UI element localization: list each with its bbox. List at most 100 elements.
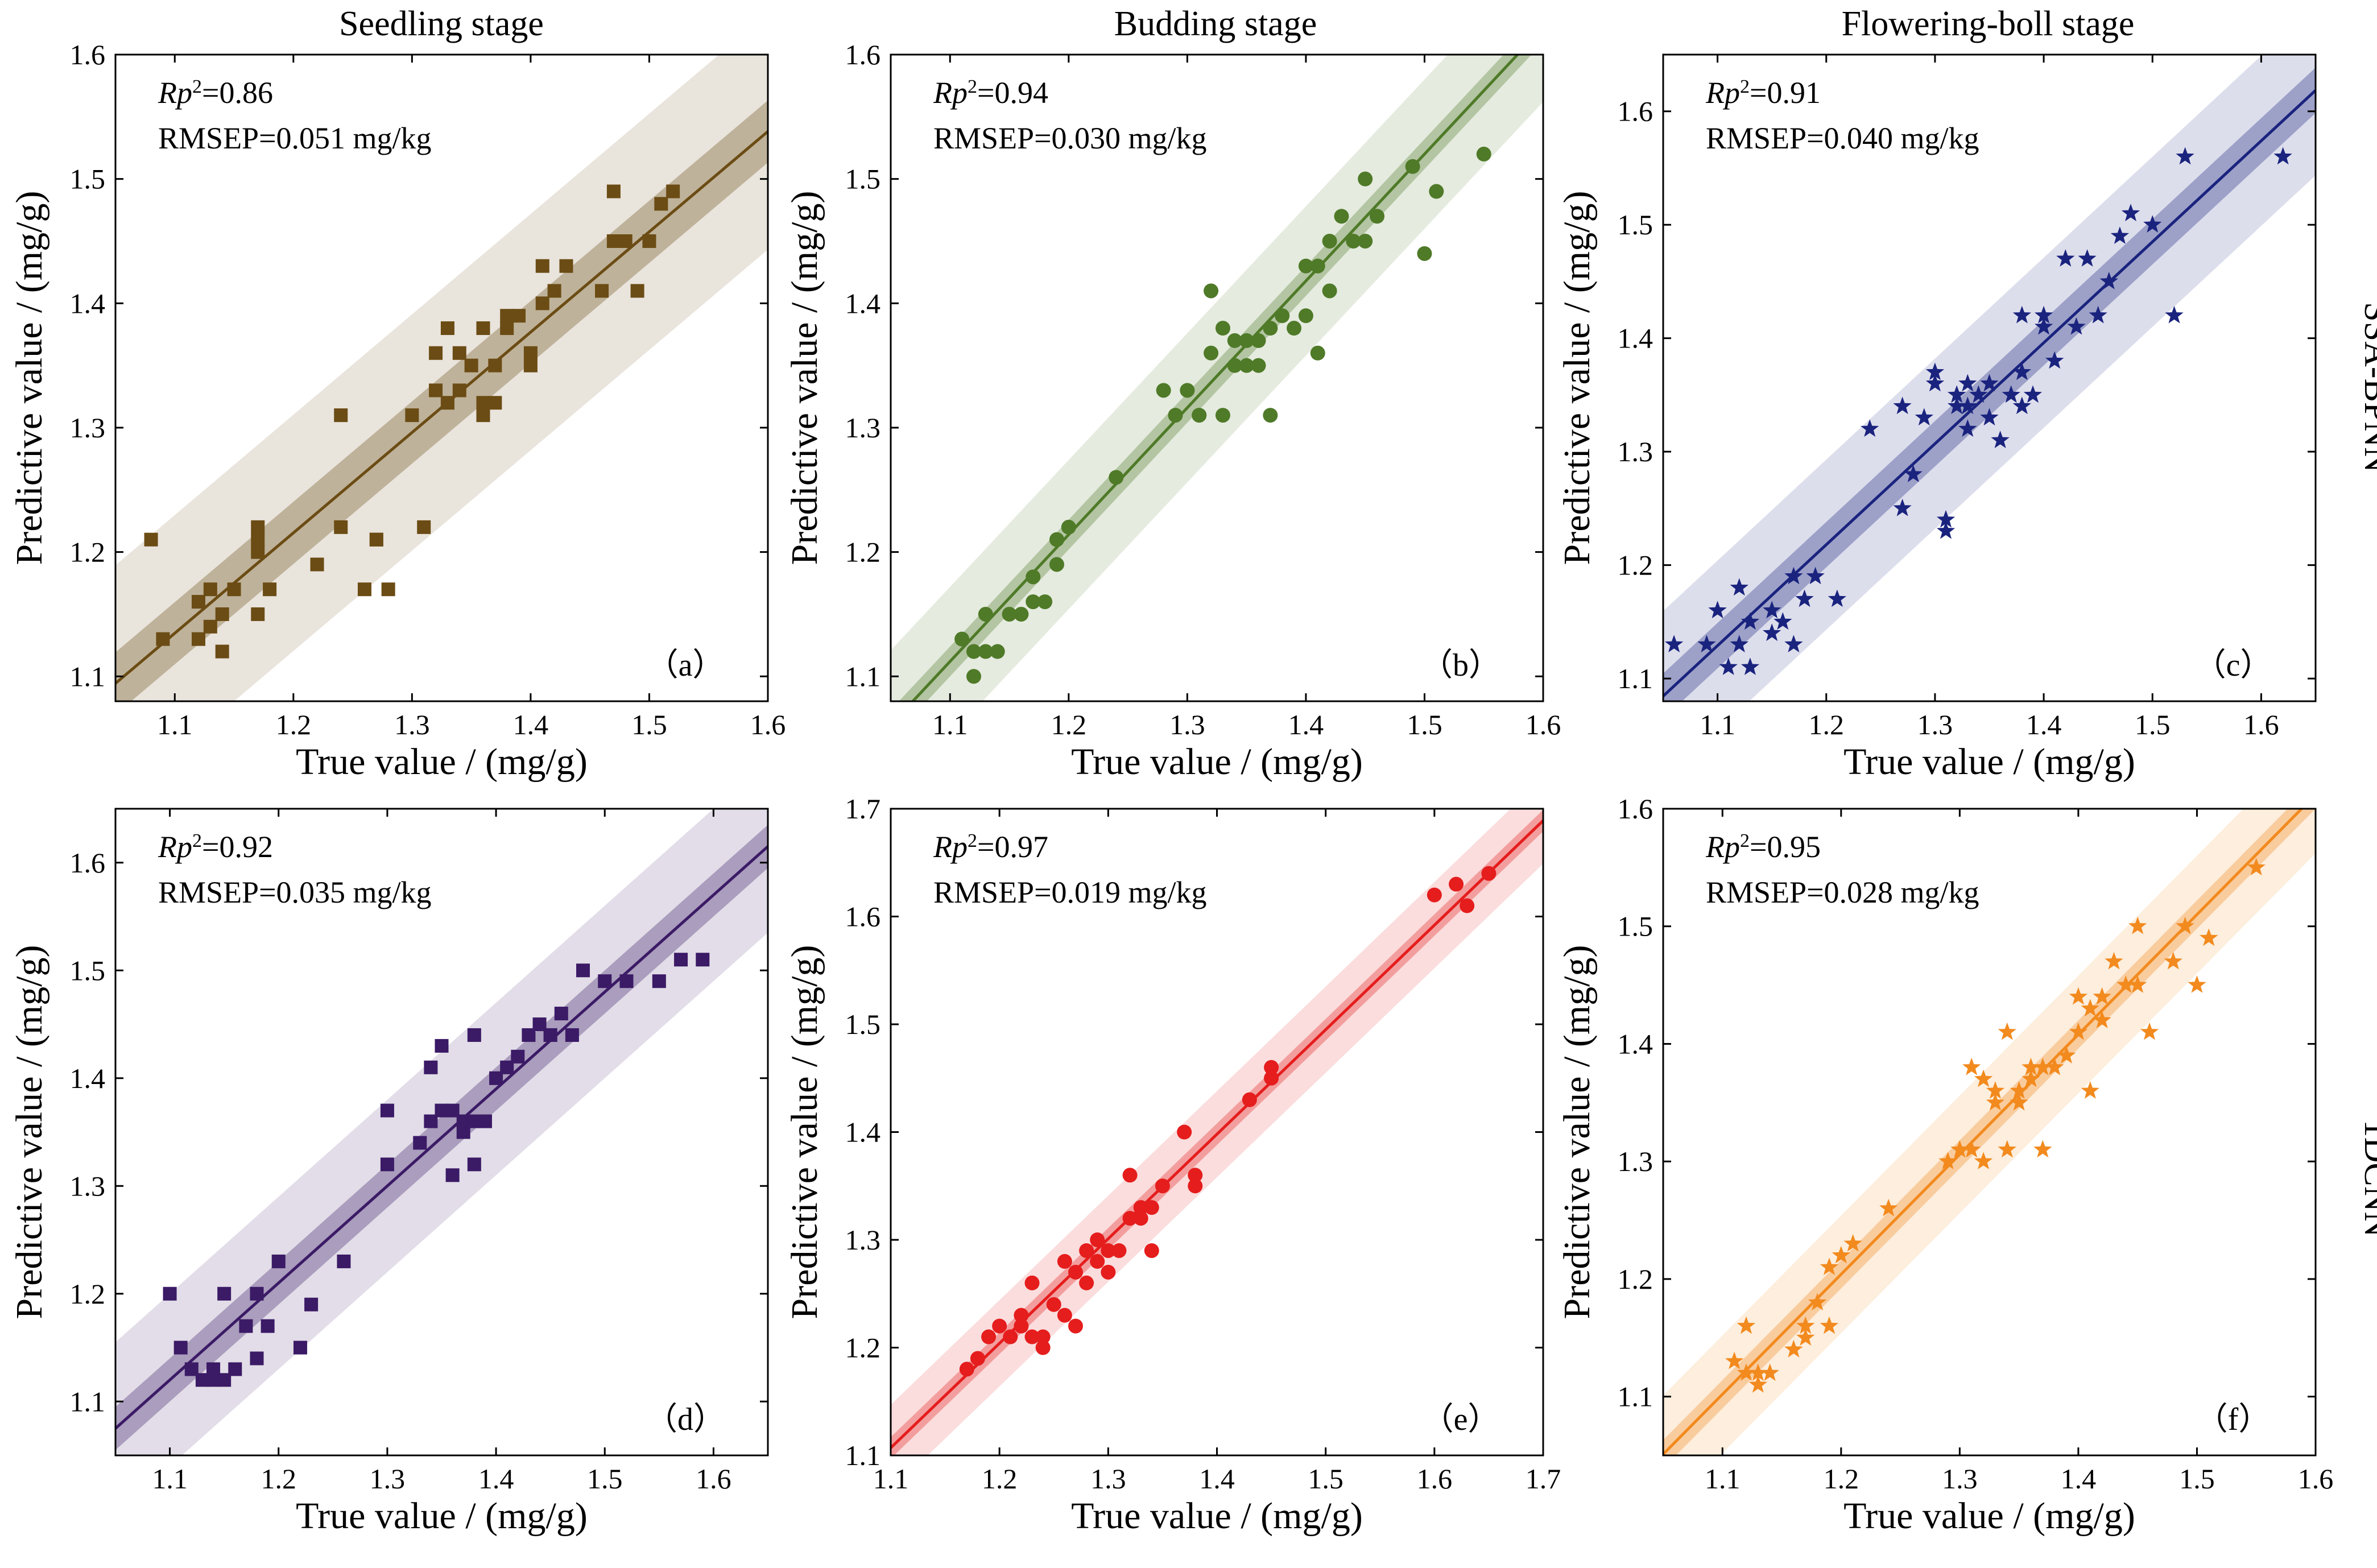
x-tick-label: 1.6: [1417, 1463, 1453, 1495]
data-point: [2128, 975, 2147, 993]
y-tick-label: 1.1: [70, 660, 106, 692]
r2-superscript: 2: [1740, 76, 1750, 97]
plot-area: [1663, 809, 2316, 1455]
r2-symbol: Rp: [1705, 830, 1740, 864]
data-point: [1936, 521, 1956, 539]
data-point: [1057, 1253, 1072, 1269]
y-tick-label: 1.5: [1618, 911, 1653, 942]
panel-c: 1.1 1.2 1.3 1.4 1.5 1.6 1.1 1.2 1.3 1.4 1.5 1.6 True…: [1556, 53, 2317, 783]
data-point: [429, 346, 443, 360]
y-tick-label: 1.2: [1618, 1263, 1653, 1295]
data-point: [1832, 1246, 1850, 1264]
data-point: [1796, 1316, 1815, 1334]
data-point: [1427, 887, 1442, 903]
column-title-seedling: Seedling stage: [339, 5, 544, 43]
data-point: [547, 284, 561, 298]
data-point: [1741, 612, 1760, 630]
data-point: [1122, 1211, 1138, 1226]
data-point: [429, 383, 443, 398]
data-point: [417, 520, 431, 534]
data-point: [1068, 1318, 1083, 1334]
data-point: [2069, 987, 2088, 1005]
y-tick-label: 1.4: [70, 287, 106, 319]
data-point: [500, 309, 514, 323]
rmsep-annotation: RMSEP=0.030 mg/kg: [933, 121, 1207, 155]
data-point: [576, 963, 590, 978]
data-point: [1188, 1168, 1203, 1183]
data-point: [1774, 612, 1792, 630]
r2-annotation: Rp2=0.91: [1705, 76, 1821, 110]
data-point: [304, 1297, 319, 1312]
panel-f: 1.1 1.2 1.3 1.4 1.5 1.6 1.1 1.2 1.3 1.4 1.5 1.6 True…: [1556, 793, 2333, 1537]
data-point: [2165, 305, 2184, 324]
data-point: [535, 296, 549, 311]
data-point: [1784, 1339, 1803, 1358]
data-point: [535, 259, 549, 273]
data-point: [1144, 1200, 1159, 1215]
data-point: [1915, 408, 1933, 426]
x-tick-label: 1.3: [370, 1463, 406, 1495]
data-point: [476, 408, 490, 423]
data-point: [1948, 385, 1966, 403]
data-point: [1068, 1264, 1083, 1280]
data-point: [191, 632, 205, 646]
data-point: [1239, 358, 1254, 373]
x-tick-label: 1.4: [513, 709, 549, 740]
y-tick-label: 1.1: [845, 660, 881, 692]
x-tick-label: 1.6: [1526, 709, 1561, 740]
r2-superscript: 2: [192, 76, 202, 97]
x-tick-label: 1.2: [1051, 709, 1087, 740]
data-point: [1079, 1243, 1094, 1258]
data-point: [1133, 1211, 1148, 1226]
plot-frame: [1662, 53, 2317, 702]
x-axis-title: True value / (mg/g): [296, 741, 588, 783]
plot-area: [891, 55, 1543, 701]
data-point: [424, 1060, 438, 1074]
data-point: [1820, 1257, 1839, 1275]
plot-area: [891, 809, 1543, 1455]
data-point: [619, 974, 634, 988]
y-tick-label: 1.1: [1618, 663, 1653, 694]
data-point: [334, 520, 348, 534]
data-point: [630, 284, 644, 298]
fit-line: [1663, 809, 2304, 1455]
x-tick-label: 1.4: [1199, 1463, 1235, 1495]
data-point: [1264, 1060, 1279, 1075]
data-point: [512, 309, 526, 323]
data-point: [1962, 1140, 1981, 1158]
data-point: [476, 321, 490, 336]
x-tick-label: 1.5: [2179, 1463, 2215, 1495]
data-point: [452, 383, 466, 398]
data-point: [1192, 408, 1207, 423]
y-tick-label: 1.4: [845, 1116, 881, 1148]
x-tick-label: 1.5: [2135, 709, 2171, 740]
x-tick-label: 1.6: [2243, 709, 2279, 740]
data-point: [1936, 510, 1956, 528]
panel-label: （c）: [2194, 648, 2272, 683]
column-title-flowering: Flowering-boll stage: [1842, 5, 2135, 43]
data-point: [554, 1007, 568, 1021]
data-point: [1962, 1057, 1981, 1075]
data-point: [1748, 1375, 1767, 1393]
data-point: [970, 1351, 985, 1366]
confidence-band: [1663, 809, 2316, 1455]
panel-e: 1.1 1.2 1.3 1.4 1.5 1.6 1.7 1.1 1.2 1.3 1.4 1.5 1.6 1…: [784, 793, 1561, 1537]
y-tick-label: 1.4: [845, 287, 881, 319]
data-point: [1263, 408, 1278, 423]
data-point: [1024, 1275, 1040, 1290]
x-tick-label: 1.1: [152, 1463, 188, 1495]
y-tick-label: 1.6: [845, 39, 881, 71]
data-point: [1090, 1253, 1105, 1269]
data-point: [381, 582, 395, 597]
data-point: [1697, 635, 1716, 652]
panels: 1.1 1.2 1.3 1.4 1.5 1.6 1.1 1.2 1.3 1.4 1.5 1.6 True…: [9, 39, 2333, 1537]
data-point: [2033, 1140, 2052, 1158]
data-point: [1417, 246, 1432, 261]
r2-symbol: Rp: [933, 830, 968, 864]
data-point: [2081, 1081, 2099, 1099]
fit-line: [1663, 89, 2316, 697]
y-tick-label: 1.1: [1618, 1381, 1653, 1413]
data-point: [1035, 1329, 1051, 1344]
data-point: [1251, 333, 1266, 348]
data-point: [1795, 589, 1814, 607]
